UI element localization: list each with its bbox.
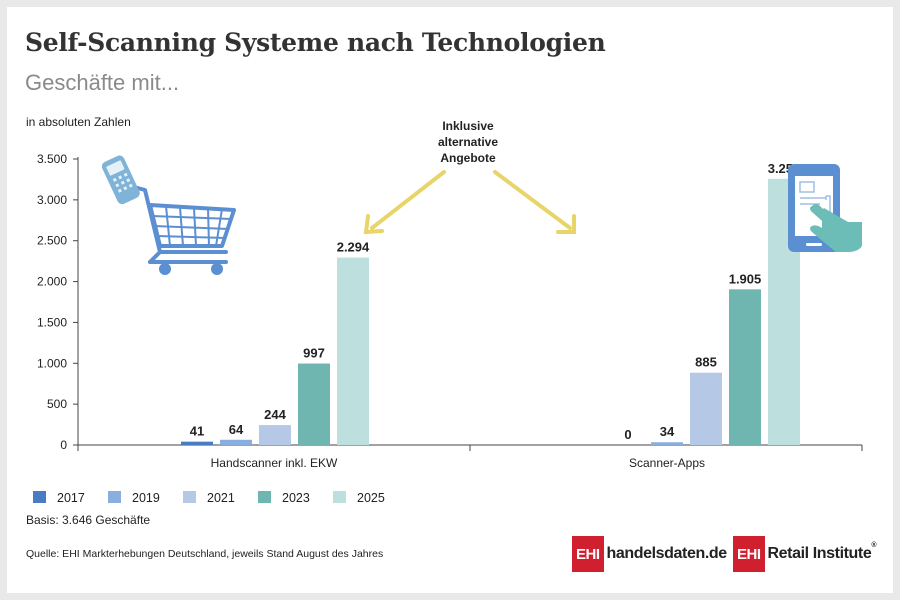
- legend-label-2023: 2023: [282, 491, 310, 505]
- annotation-line-2: alternative: [438, 135, 498, 149]
- bar-2021-0: [259, 425, 291, 445]
- y-tick-label: 2.500: [37, 234, 67, 248]
- ehi-retail-institute-logo[interactable]: EHI Retail Institute ®: [733, 536, 877, 572]
- legend-swatch-2025: [333, 491, 346, 503]
- handelsdaten-logo-text: handelsdaten.de: [606, 545, 728, 562]
- bar-value-label: 64: [229, 422, 244, 437]
- legend-swatch-2019: [108, 491, 121, 503]
- legend-label-2025: 2025: [357, 491, 385, 505]
- bar-2023-1: [729, 289, 761, 445]
- smartphone-tap-icon: [788, 164, 862, 252]
- bar-value-label: 244: [264, 407, 286, 422]
- y-tick-label: 1.500: [37, 315, 67, 329]
- ehi-logo-box: EHI: [733, 536, 765, 572]
- retail-institute-name: Retail Institute: [767, 545, 872, 562]
- bars-layer: [181, 178, 800, 446]
- legend-label-2017: 2017: [57, 491, 85, 505]
- legend-label-2019: 2019: [132, 491, 160, 505]
- retail-institute-logo-text: Retail Institute ®: [765, 536, 877, 572]
- y-tick-label: 1.000: [37, 356, 67, 370]
- chart-subtitle: Geschäfte mit...: [25, 70, 180, 95]
- x-category-label: Scanner-Apps: [629, 456, 705, 470]
- y-tick-label: 0: [60, 438, 67, 452]
- source-note: Quelle: EHI Markterhebungen Deutschland,…: [26, 548, 384, 560]
- bar-value-label: 2.294: [337, 240, 370, 255]
- bar-2023-0: [298, 363, 330, 445]
- y-tick-label: 3.500: [37, 152, 67, 166]
- labels-layer: Handscanner inkl. EKW Scanner-Apps 41 0 64 34…: [190, 161, 801, 470]
- legend-swatch-2023: [258, 491, 271, 503]
- registered-mark: ®: [871, 542, 877, 549]
- legend-swatch-2021: [183, 491, 196, 503]
- ehi-logo-box: EHI: [572, 536, 604, 572]
- bar-value-label: 1.905: [729, 271, 762, 286]
- y-tick-label: 3.000: [37, 193, 67, 207]
- bar-value-label: 0: [624, 427, 631, 442]
- annotation-arrow-right: [493, 170, 576, 234]
- bar-2019-0: [220, 439, 252, 445]
- x-category-label: Handscanner inkl. EKW: [211, 456, 338, 470]
- ehi-handelsdaten-logo[interactable]: EHI handelsdaten.de: [572, 536, 727, 572]
- legend-label-2021: 2021: [207, 491, 235, 505]
- chart-title: Self-Scanning Systeme nach Technologien: [25, 28, 606, 57]
- legend-swatch-2017: [33, 491, 46, 503]
- y-tick-label: 2.000: [37, 275, 67, 289]
- y-tick-label: 500: [47, 397, 67, 411]
- y-axis-unit-label: in absoluten Zahlen: [26, 115, 131, 129]
- bar-value-label: 885: [695, 355, 717, 370]
- annotation-line-3: Angebote: [440, 151, 496, 165]
- shopping-cart-with-handscanner-icon: [101, 155, 236, 275]
- bar-value-label: 997: [303, 346, 325, 361]
- bar-value-label: 34: [660, 424, 675, 439]
- bar-2017-0: [181, 441, 213, 445]
- bar-2019-1: [651, 442, 683, 445]
- bar-2025-0: [337, 257, 369, 445]
- bar-2021-1: [690, 372, 722, 445]
- bar-value-label: 41: [190, 424, 204, 439]
- basis-note: Basis: 3.646 Geschäfte: [26, 513, 151, 527]
- legend: 2017 2019 2021 2023 2025: [33, 491, 385, 505]
- annotation-line-1: Inklusive: [442, 119, 494, 133]
- annotation-arrow-left: [363, 170, 446, 235]
